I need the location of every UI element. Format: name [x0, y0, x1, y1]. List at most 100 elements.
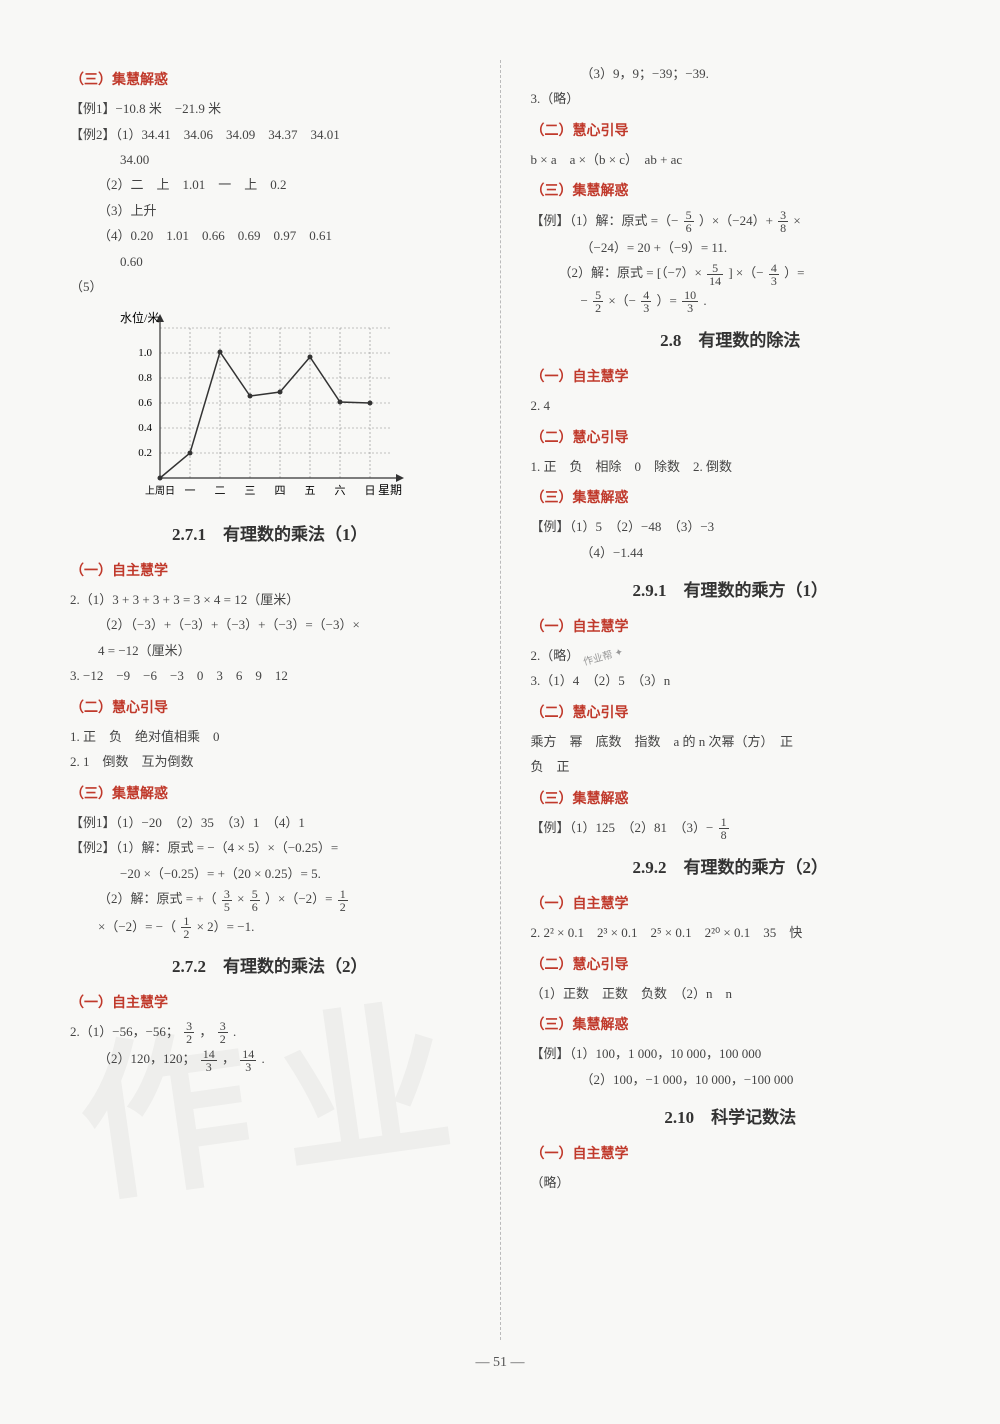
text-line: （2）120，120； 143 ， 143 . — [70, 1047, 470, 1073]
text-line: （2）（−3）+（−3）+（−3）+（−3）=（−3）× — [70, 613, 470, 636]
xtick: 五 — [305, 485, 316, 497]
t: × — [793, 213, 800, 228]
text-line: （4）−1.44 — [531, 541, 931, 564]
text-line: 2. 4 — [531, 394, 931, 417]
text-line: 1. 正 负 绝对值相乘 0 — [70, 725, 470, 748]
example-line: （5） — [70, 275, 470, 298]
xtick: 三 — [245, 485, 256, 497]
text-line: （−24）= 20 +（−9）= 11. — [531, 236, 931, 259]
fraction: 35 — [222, 888, 232, 913]
fraction: 56 — [250, 888, 260, 913]
xtick: 上周日 — [145, 485, 175, 497]
t: 2.（1）−56，−56； — [70, 1024, 179, 1039]
text-line: （2）解：原式 = [（−7）× 514 ] ×（− 43 ）= — [531, 261, 931, 287]
fraction: 18 — [719, 816, 729, 841]
text-line: 3.（略） — [531, 87, 931, 110]
section-heading: （一）自主慧学 — [531, 615, 931, 640]
fraction: 32 — [184, 1020, 194, 1045]
xtick: 四 — [275, 485, 286, 497]
section-heading: （三）集慧解惑 — [531, 787, 931, 812]
example-line: （2）二 上 1.01 一 上 0.2 — [70, 173, 470, 196]
t: . — [262, 1051, 265, 1066]
text-line: （2）解：原式 = +（ 35 × 56 ）×（−2）= 12 — [70, 887, 470, 913]
chapter-heading: 2.9.1 有理数的乘方（1） — [531, 576, 931, 607]
t: （2）解：原式 = +（ — [98, 891, 217, 906]
t: × 2）= −1. — [197, 919, 255, 934]
t: ， — [199, 1024, 212, 1039]
chapter-heading: 2.7.2 有理数的乘法（2） — [70, 952, 470, 983]
section-heading: （二）慧心引导 — [531, 426, 931, 451]
ytick: 1.0 — [138, 347, 152, 359]
t: （2）解：原式 = [（−7）× — [559, 265, 706, 280]
text-line: 【例】（1）100，1 000，10 000，100 000 — [531, 1042, 931, 1065]
section-heading: （二）慧心引导 — [531, 119, 931, 144]
section-heading: （三）集慧解惑 — [531, 486, 931, 511]
xtick: 一 — [185, 485, 196, 497]
xtick: 六 — [335, 484, 346, 497]
section-heading: （二）慧心引导 — [531, 953, 931, 978]
text-line: 【例2】（1）解：原式 = −（4 × 5）×（−0.25）= — [70, 836, 470, 859]
t: ）×（−24）+ — [699, 213, 776, 228]
text-line: 2. 2² × 0.1 2³ × 0.1 2⁵ × 0.1 2²⁰ × 0.1 … — [531, 921, 931, 944]
text-line: （1）正数 正数 负数 （2）n n — [531, 982, 931, 1005]
xlabel: 星期 — [378, 483, 402, 497]
two-column-layout: （三）集慧解惑 【例1】−10.8 米 −21.9 米 【例2】（1）34.41… — [70, 60, 930, 1340]
chapter-heading: 2.7.1 有理数的乘法（1） — [70, 520, 470, 551]
t: 【例】（1）125 （2）81 （3）− — [531, 820, 717, 835]
t: 2.（略） — [531, 648, 580, 663]
ytick: 0.6 — [138, 397, 152, 409]
column-divider — [500, 60, 501, 1340]
fraction: 38 — [778, 209, 788, 234]
text-line: 4 = −12（厘米） — [70, 639, 470, 662]
section-heading: （三）集慧解惑 — [531, 179, 931, 204]
chapter-heading: 2.9.2 有理数的乘方（2） — [531, 853, 931, 884]
text-line: −20 ×（−0.25）= +（20 × 0.25）= 5. — [70, 862, 470, 885]
text-line: ×（−2）= −（ 12 × 2）= −1. — [70, 915, 470, 941]
fraction: 32 — [218, 1020, 228, 1045]
section-heading: （二）慧心引导 — [70, 696, 470, 721]
text-line: 【例1】（1）−20 （2）35 （3）1 （4）1 — [70, 811, 470, 834]
t: × — [237, 891, 248, 906]
t: ）×（−2）= — [265, 891, 336, 906]
water-level-chart: 0.2 0.4 0.6 0.8 1.0 水位/米 星期 上周日 一 二 三 四 … — [110, 308, 470, 508]
section-heading: （一）自主慧学 — [70, 991, 470, 1016]
example-line: 【例1】−10.8 米 −21.9 米 — [70, 97, 470, 120]
section-heading: （三）集慧解惑 — [70, 68, 470, 93]
example-line: 0.60 — [70, 250, 470, 273]
xtick: 二 — [215, 485, 226, 497]
fraction: 143 — [240, 1048, 256, 1073]
text-line: 【例】（1）解：原式 =（− 56 ）×（−24）+ 38 × — [531, 209, 931, 235]
text-line: 乘方 幂 底数 指数 a 的 n 次幂（方） 正 — [531, 730, 931, 753]
ytick: 0.4 — [138, 422, 152, 434]
section-heading: （一）自主慧学 — [70, 559, 470, 584]
t: ）= — [784, 265, 804, 280]
fraction: 12 — [181, 915, 191, 940]
example-line: （3）上升 — [70, 199, 470, 222]
left-column: （三）集慧解惑 【例1】−10.8 米 −21.9 米 【例2】（1）34.41… — [70, 60, 470, 1340]
ytick: 0.8 — [138, 372, 152, 384]
chapter-heading: 2.8 有理数的除法 — [531, 326, 931, 357]
text-line: 2. 1 倒数 互为倒数 — [70, 750, 470, 773]
text-line: 负 正 — [531, 755, 931, 778]
t: ×（−2）= −（ — [98, 919, 176, 934]
text-line: 【例】（1）125 （2）81 （3）− 18 — [531, 816, 931, 842]
section-heading: （一）自主慧学 — [531, 1142, 931, 1167]
t: ）= — [657, 293, 681, 308]
fraction: 43 — [769, 262, 779, 287]
right-column: （3）9，9；−39；−39. 3.（略） （二）慧心引导 b × a a ×（… — [531, 60, 931, 1340]
section-heading: （二）慧心引导 — [531, 701, 931, 726]
example-line: （4）0.20 1.01 0.66 0.69 0.97 0.61 — [70, 224, 470, 247]
ytick: 0.2 — [138, 447, 152, 459]
page-number: — 51 — — [70, 1350, 930, 1375]
t: − — [581, 293, 592, 308]
text-line: 2.（1）3 + 3 + 3 + 3 = 3 × 4 = 12（厘米） — [70, 588, 470, 611]
example-line: 34.00 — [70, 148, 470, 171]
text-line: 【例】（1）5 （2）−48 （3）−3 — [531, 515, 931, 538]
t: 【例】（1）解：原式 =（− — [531, 213, 682, 228]
text-line: （略） — [531, 1171, 931, 1194]
section-heading: （三）集慧解惑 — [531, 1013, 931, 1038]
fraction: 52 — [593, 289, 603, 314]
fraction: 43 — [641, 289, 651, 314]
fraction: 56 — [684, 209, 694, 234]
chart-svg: 0.2 0.4 0.6 0.8 1.0 水位/米 星期 上周日 一 二 三 四 … — [110, 308, 410, 508]
